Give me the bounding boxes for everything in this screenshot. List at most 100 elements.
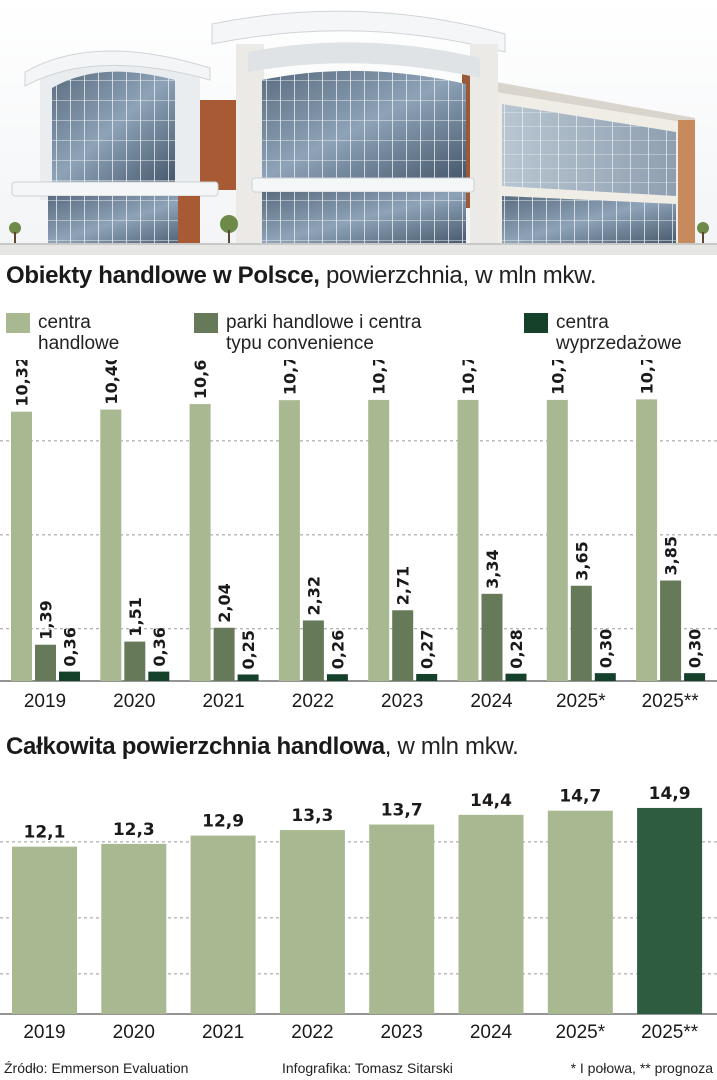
- total-bar-chart: 12,1 2019 12,3 2020 12,9 2021 13,3 2022 13,7 2023…: [0, 784, 717, 1043]
- bar-value-label: 10,77: [370, 360, 389, 395]
- legend-item-centra-handlowe: centra handlowe: [6, 312, 119, 354]
- bar-value-label: 0,30: [596, 629, 615, 668]
- bar-value-label: 1,51: [126, 597, 145, 636]
- bar-value-label: 0,27: [418, 629, 437, 668]
- bar-centra-wyprzedazowe: [59, 671, 80, 681]
- bar-centra-handlowe: [636, 399, 658, 681]
- x-tick-label: 2022: [292, 691, 334, 712]
- bar-parki-handlowe: [481, 593, 503, 681]
- footer-note: * I połowa, ** prognoza: [570, 1060, 713, 1076]
- legend-label-line2: handlowe: [38, 333, 120, 354]
- bar-value-label: 3,85: [662, 536, 681, 575]
- bar-value-label: 14,4: [470, 791, 512, 811]
- bar-value-label: 12,3: [113, 820, 155, 840]
- bar-centra-wyprzedazowe: [505, 673, 527, 681]
- bar-centra-wyprzedazowe: [148, 671, 170, 681]
- bar-value-label: 10,76: [280, 360, 299, 395]
- bar-value-label: 2,32: [304, 576, 323, 615]
- legend-label: centra wyprzedażowe: [556, 312, 682, 354]
- bar-centra-handlowe: [546, 399, 568, 681]
- shopping-mall-illustration: [0, 0, 717, 255]
- bar-parki-handlowe: [35, 644, 56, 681]
- x-tick-label: 2021: [202, 1022, 244, 1043]
- bar-centra-handlowe: [189, 404, 211, 681]
- legend-label: parki handlowe i centra typu convenience: [226, 312, 421, 354]
- legend-item-centra-wyprzedazowe: centra wyprzedażowe: [524, 312, 682, 354]
- bar-centra-wyprzedazowe: [416, 673, 438, 681]
- bar-value-label: 12,1: [24, 823, 66, 843]
- bar-value-label: 10,79: [638, 360, 657, 394]
- bar-value-label: 2,04: [215, 583, 234, 622]
- x-tick-label: 2023: [381, 691, 423, 712]
- bar-parki-handlowe: [570, 585, 592, 681]
- bar-value-label: 0,30: [686, 629, 705, 668]
- bar-value-label: 14,7: [559, 787, 601, 807]
- bar-total: [637, 807, 703, 1014]
- chart1-title: Obiekty handlowe w Polsce, powierzchnia,…: [6, 262, 597, 290]
- bar-value-label: 10,77: [548, 360, 567, 395]
- bar-total: [279, 830, 345, 1014]
- legend-swatch-dark: [524, 313, 548, 333]
- bar-value-label: 14,9: [649, 784, 691, 804]
- x-tick-label: 2025*: [556, 691, 606, 712]
- footer-source: Źródło: Emmerson Evaluation: [4, 1060, 189, 1076]
- x-tick-label: 2019: [23, 1022, 65, 1043]
- bar-value-label: 3,65: [572, 541, 591, 580]
- bar-value-label: 0,28: [507, 629, 526, 668]
- chart2-title-bold: Całkowita powierzchnia handlowa: [6, 733, 385, 760]
- bar-value-label: 0,36: [61, 627, 80, 666]
- legend-label-line2: wyprzedażowe: [556, 333, 682, 354]
- bar-value-label: 10,77: [459, 360, 478, 395]
- bar-parki-handlowe: [302, 620, 324, 681]
- x-tick-label: 2024: [470, 691, 513, 712]
- x-tick-label: 2024: [470, 1022, 513, 1043]
- legend-swatch-light: [6, 313, 30, 333]
- x-tick-label: 2022: [291, 1022, 333, 1043]
- x-tick-label: 2020: [113, 1022, 155, 1043]
- chart1-title-rest: powierzchnia, w mln mkw.: [319, 262, 597, 289]
- bar-parki-handlowe: [392, 610, 414, 681]
- legend-label: centra handlowe: [38, 312, 119, 354]
- x-tick-label: 2025*: [555, 1022, 605, 1043]
- x-tick-label: 2020: [113, 691, 155, 712]
- bar-centra-handlowe: [368, 399, 390, 681]
- bar-value-label: 1,39: [37, 600, 56, 639]
- chart2-title: Całkowita powierzchnia handlowa, w mln m…: [6, 733, 519, 761]
- bar-value-label: 13,3: [291, 806, 333, 826]
- bar-total: [547, 810, 613, 1014]
- bar-parki-handlowe: [213, 627, 235, 681]
- legend-label-line2: typu convenience: [226, 333, 374, 354]
- bar-total: [12, 846, 77, 1014]
- bar-parki-handlowe: [660, 580, 682, 681]
- bar-value-label: 2,71: [394, 566, 413, 605]
- bar-value-label: 13,7: [381, 801, 423, 821]
- bar-centra-handlowe: [278, 400, 300, 681]
- x-tick-label: 2021: [202, 691, 244, 712]
- bar-value-label: 10,61: [191, 360, 210, 399]
- bar-parki-handlowe: [124, 641, 146, 681]
- bar-total: [369, 824, 435, 1014]
- bar-centra-handlowe: [100, 409, 122, 681]
- x-tick-label: 2019: [24, 691, 66, 712]
- legend-swatch-medium: [194, 313, 218, 333]
- bar-value-label: 10,32: [13, 360, 32, 407]
- bar-centra-wyprzedazowe: [326, 674, 348, 681]
- legend-label-line1: centra: [556, 312, 609, 333]
- bar-value-label: 10,40: [102, 360, 121, 405]
- bar-centra-wyprzedazowe: [237, 674, 259, 681]
- bar-centra-handlowe: [11, 411, 32, 681]
- bar-value-label: 12,9: [202, 812, 244, 832]
- chart2-title-rest: , w mln mkw.: [384, 733, 519, 760]
- x-tick-label: 2025**: [641, 1022, 699, 1043]
- legend-item-parki-handlowe: parki handlowe i centra typu convenience: [194, 312, 421, 354]
- x-tick-label: 2025**: [642, 691, 700, 712]
- bar-centra-wyprzedazowe: [684, 673, 706, 681]
- bar-total: [458, 814, 524, 1014]
- grouped-bar-chart: 10,32 1,39 0,36 2019 10,40 1,51 0,36 2020 10,61 2…: [0, 360, 717, 712]
- footer-author: Infografika: Tomasz Sitarski: [282, 1060, 453, 1076]
- bar-value-label: 3,34: [483, 549, 502, 588]
- bar-total: [101, 843, 167, 1014]
- bar-centra-wyprzedazowe: [594, 673, 616, 681]
- legend-label-line1: parki handlowe i centra: [226, 312, 422, 333]
- bar-value-label: 0,25: [239, 630, 258, 669]
